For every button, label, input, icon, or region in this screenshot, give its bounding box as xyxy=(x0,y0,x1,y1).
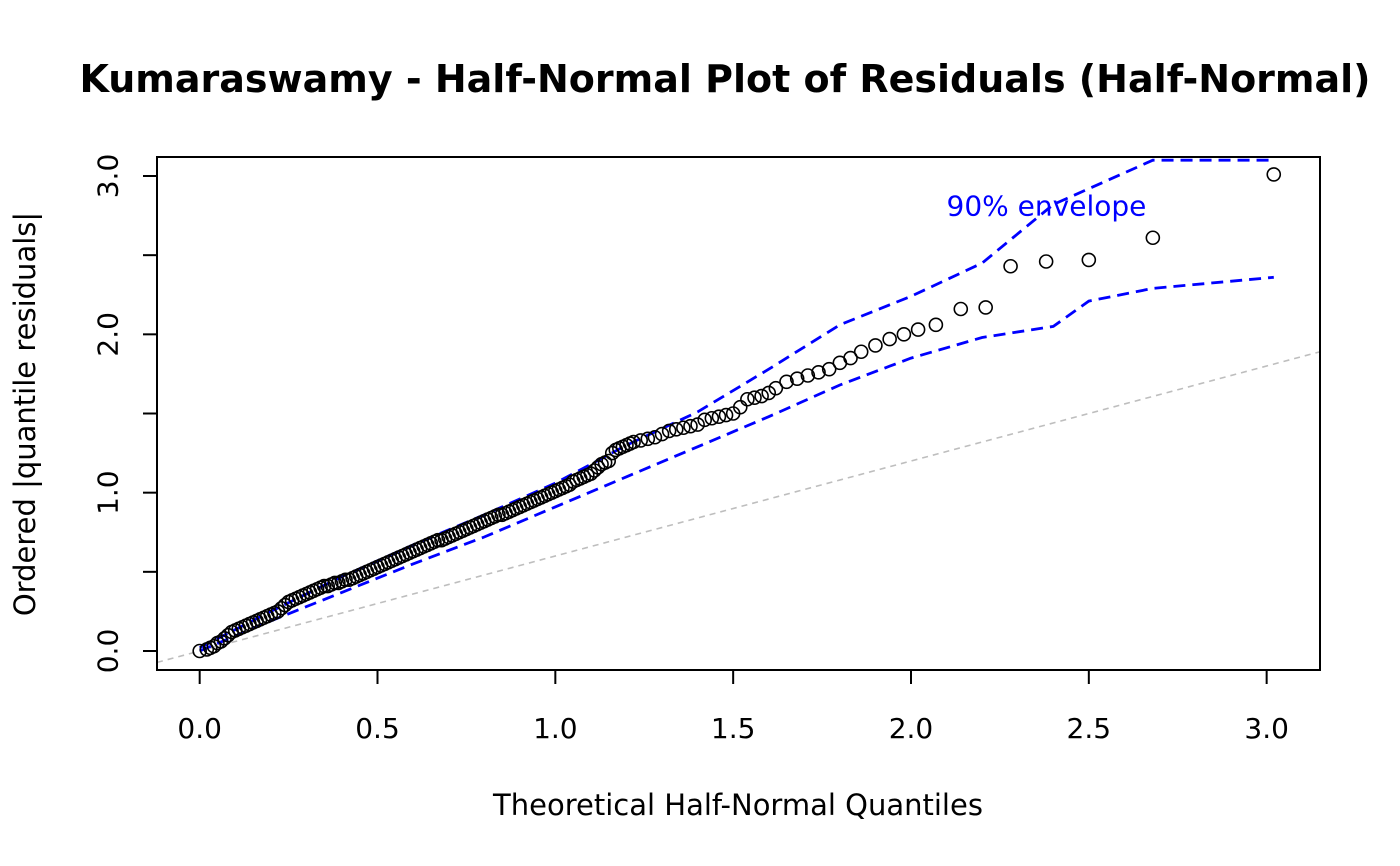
data-point xyxy=(896,327,912,342)
data-point xyxy=(220,627,236,643)
data-point xyxy=(1145,230,1161,246)
x-tick-label: 0.0 xyxy=(177,712,222,745)
data-point xyxy=(704,410,720,426)
data-point xyxy=(647,429,663,445)
data-point xyxy=(640,431,656,447)
data-point xyxy=(811,365,826,380)
data-point xyxy=(761,385,777,401)
data-point xyxy=(604,445,620,461)
data-point xyxy=(928,317,944,333)
data-point xyxy=(316,578,332,594)
data-point xyxy=(768,380,784,396)
data-point xyxy=(1038,254,1054,269)
y-tick-label: 2.0 xyxy=(92,312,125,357)
x-tick-label: 1.5 xyxy=(711,712,756,745)
data-point xyxy=(910,322,926,337)
y-tick-label: 0.0 xyxy=(92,629,125,674)
data-point xyxy=(633,433,648,448)
plot-clip-group xyxy=(157,158,1320,664)
envelope-label: 90% envelope xyxy=(947,190,1147,223)
data-point xyxy=(562,477,577,493)
data-point xyxy=(1081,252,1097,268)
data-point xyxy=(718,407,734,423)
data-point xyxy=(711,409,727,424)
plot-area: 90% envelope xyxy=(157,158,1320,664)
x-tick-label: 0.5 xyxy=(355,712,400,745)
data-point xyxy=(430,532,446,548)
data-point xyxy=(779,374,794,390)
data-point xyxy=(978,300,993,315)
data-point xyxy=(668,422,684,437)
data-point xyxy=(853,344,869,360)
y-tick-label: 1.0 xyxy=(92,470,125,515)
data-point xyxy=(338,572,353,588)
data-point xyxy=(491,507,506,523)
x-tick-label: 1.0 xyxy=(533,712,578,745)
data-point xyxy=(206,638,222,654)
x-tick-label: 2.0 xyxy=(889,712,934,745)
data-point xyxy=(661,423,677,439)
plot-frame xyxy=(156,156,1321,671)
data-point xyxy=(882,331,897,347)
x-tick-label: 2.5 xyxy=(1067,712,1112,745)
x-axis: 0.0 0.5 1.0 1.5 2.0 2.5 3.0 xyxy=(177,669,1289,745)
data-point xyxy=(327,575,343,591)
data-point xyxy=(800,368,816,383)
data-point xyxy=(1266,167,1282,182)
data-point xyxy=(626,434,641,450)
data-point xyxy=(821,361,837,377)
envelope-lower-line xyxy=(199,275,1274,653)
reference-line xyxy=(157,350,1320,664)
data-point xyxy=(601,453,616,469)
data-point xyxy=(747,390,762,405)
data-point xyxy=(683,418,698,434)
data-point xyxy=(740,391,755,407)
data-point xyxy=(868,338,883,353)
data-point xyxy=(277,597,293,613)
x-tick-label: 3.0 xyxy=(1244,712,1289,745)
data-point xyxy=(676,420,691,436)
data-point xyxy=(654,426,670,442)
data-point xyxy=(192,643,207,659)
data-point xyxy=(697,412,713,428)
data-point xyxy=(789,371,805,386)
data-point xyxy=(843,350,858,366)
data-point xyxy=(953,301,969,317)
data-point xyxy=(590,460,606,475)
data-point xyxy=(754,388,769,404)
x-axis-title: Theoretical Half-Normal Quantiles xyxy=(492,788,983,822)
chart-title: Kumaraswamy - Half-Normal Plot of Residu… xyxy=(79,57,1370,101)
data-point xyxy=(690,417,705,432)
data-point xyxy=(1003,258,1018,274)
y-axis-title: Ordered |quantile residuals| xyxy=(8,212,42,616)
y-tick-label: 3.0 xyxy=(92,154,125,199)
